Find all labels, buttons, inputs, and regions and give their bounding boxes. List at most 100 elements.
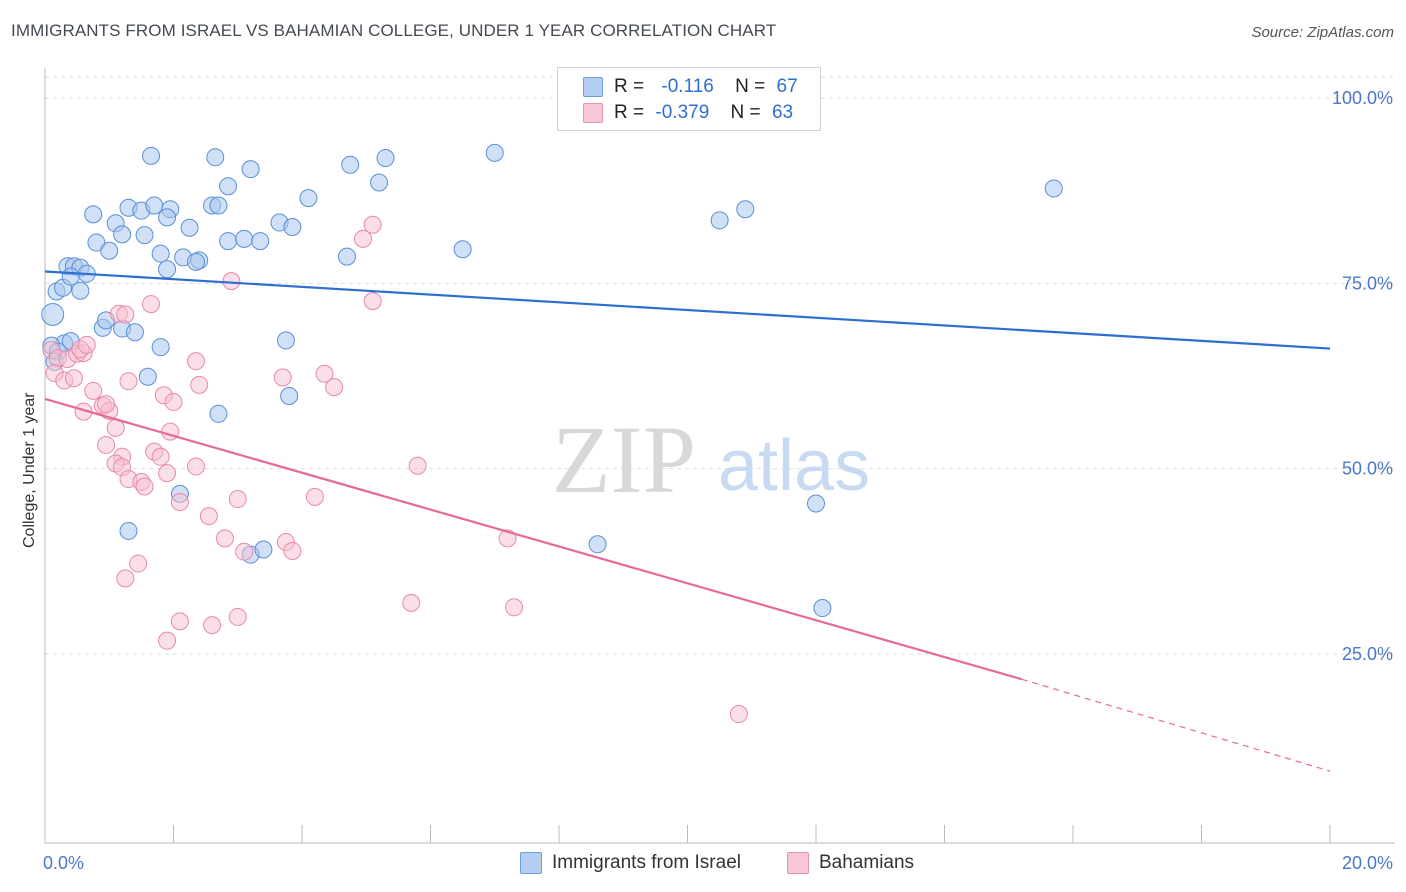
israel-point <box>84 205 103 224</box>
legend-n-value: 63 <box>771 102 794 123</box>
bahamians-point <box>151 447 170 466</box>
bahamians-point <box>97 435 116 454</box>
watermark: ZIP atlas <box>552 406 870 513</box>
israel-point <box>142 146 161 165</box>
bahamians-point <box>158 464 177 483</box>
legend-n-label: N = <box>730 102 761 123</box>
trend-lines <box>44 270 1331 772</box>
israel-point <box>125 323 144 342</box>
x-tick-label-min: 0.0% <box>43 853 84 873</box>
israel-point <box>219 232 238 251</box>
israel-point <box>186 252 205 271</box>
israel-point <box>485 143 504 162</box>
israel-point <box>299 189 318 208</box>
israel-trend-line <box>44 270 1331 350</box>
israel-point <box>145 196 164 215</box>
bahamians-point <box>186 352 205 371</box>
bahamians-point <box>119 372 138 391</box>
israel-point <box>113 225 132 244</box>
bahamians-point <box>228 490 247 509</box>
bahamians-point <box>305 487 324 506</box>
israel-point <box>135 226 154 245</box>
bahamians-point <box>116 569 135 588</box>
israel-point <box>251 232 270 251</box>
bahamians-point <box>315 364 334 383</box>
israel-point <box>209 196 228 215</box>
y-tick-label: 100.0% <box>1332 88 1393 108</box>
bahamians-point <box>283 541 302 560</box>
legend-stats-israel: R = -0.116 N = 67 <box>614 76 798 98</box>
y-tick-label: 50.0% <box>1342 459 1393 479</box>
bahamians-point <box>199 507 218 526</box>
bahamians-point <box>215 529 234 548</box>
bottom-legend-swatch-israel <box>520 852 542 874</box>
bahamians-point <box>222 272 241 291</box>
series-israel-points <box>41 143 1063 618</box>
israel-point <box>276 331 295 350</box>
israel-point <box>219 177 238 196</box>
bahamians-point <box>158 631 177 650</box>
bottom-legend-label-bahamians: Bahamians <box>819 852 915 873</box>
bahamians-point <box>498 529 517 548</box>
bahamians-point <box>408 456 427 475</box>
bottom-legend-bahamians: Bahamians <box>787 852 914 874</box>
legend-swatch-bahamians <box>583 103 603 123</box>
israel-point <box>100 241 119 260</box>
axes <box>44 68 1395 844</box>
bahamians-point <box>203 616 222 635</box>
israel-point <box>209 404 228 423</box>
israel-point <box>376 149 395 168</box>
watermark-zip: ZIP <box>552 406 696 513</box>
watermark-atlas: atlas <box>718 426 870 506</box>
bahamians-point <box>170 493 189 512</box>
legend-r-value: -0.116 <box>661 76 714 97</box>
israel-point <box>736 200 755 219</box>
bahamians-point <box>186 457 205 476</box>
bottom-legend-swatch-bahamians <box>787 852 809 874</box>
israel-point <box>41 302 65 326</box>
israel-point <box>453 240 472 259</box>
bahamians-point <box>97 395 116 414</box>
israel-point <box>241 160 260 179</box>
israel-point <box>151 338 170 357</box>
israel-point <box>370 173 389 192</box>
israel-point <box>235 229 254 248</box>
bahamians-point <box>363 215 382 234</box>
israel-point <box>138 367 157 386</box>
bahamians-trend-extension <box>1021 678 1331 772</box>
israel-point <box>341 155 360 174</box>
tick-labels: 25.0% 50.0% 75.0% 100.0% 0.0% 20.0% <box>43 88 1393 873</box>
bahamians-point <box>235 542 254 561</box>
bahamians-point <box>77 335 96 354</box>
bahamians-point <box>170 612 189 631</box>
bottom-legend-label-israel: Immigrants from Israel <box>552 852 741 873</box>
israel-point <box>807 494 825 513</box>
y-tick-label: 25.0% <box>1342 644 1393 664</box>
bahamians-point <box>729 705 748 724</box>
y-tick-label: 75.0% <box>1342 273 1393 293</box>
legend-r-value: -0.379 <box>655 102 710 123</box>
israel-point <box>254 540 273 559</box>
israel-point <box>119 521 138 540</box>
bottom-legend-israel: Immigrants from Israel <box>520 852 741 874</box>
bahamians-point <box>273 368 292 387</box>
bahamians-point <box>129 554 148 573</box>
chart-title: IMMIGRANTS FROM ISRAEL VS BAHAMIAN COLLE… <box>11 21 777 40</box>
israel-point <box>337 247 356 266</box>
israel-point <box>588 535 607 554</box>
israel-point <box>280 387 299 406</box>
bahamians-point <box>505 598 524 617</box>
legend-n-label: N = <box>735 76 766 97</box>
legend-n-value: 67 <box>776 76 798 97</box>
israel-point <box>87 233 106 252</box>
x-tick-label-max: 20.0% <box>1342 853 1393 873</box>
bahamians-point <box>64 369 83 388</box>
source-label: Source: ZipAtlas.com <box>1251 24 1394 41</box>
bahamians-point <box>402 593 421 612</box>
israel-point <box>1044 179 1063 198</box>
israel-point <box>158 260 177 279</box>
israel-point <box>813 599 832 618</box>
bahamians-point <box>325 378 344 397</box>
israel-point <box>710 211 729 230</box>
